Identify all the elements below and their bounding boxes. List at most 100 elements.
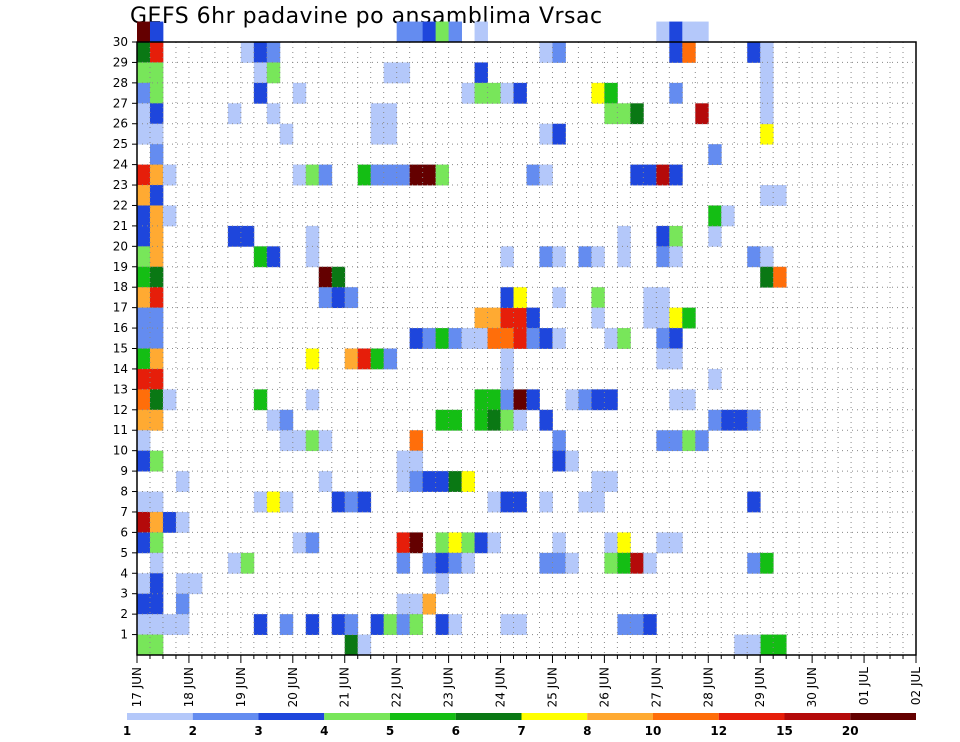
heatmap-cell (656, 328, 670, 349)
heatmap-cell (266, 409, 281, 431)
heatmap-cell (565, 389, 579, 411)
heatmap-cell (500, 614, 514, 635)
heatmap-cell (137, 62, 151, 84)
heatmap-cell (149, 307, 164, 329)
heatmap-cell (383, 123, 398, 145)
heatmap-cell (617, 614, 631, 635)
legend-swatch (718, 713, 785, 720)
heatmap-cell (669, 225, 683, 247)
heatmap-cell (344, 348, 359, 370)
heatmap-cell (149, 123, 164, 145)
y-tick-label: 6 (120, 525, 128, 539)
heatmap-cell (526, 389, 540, 411)
heatmap-cell (396, 450, 411, 472)
heatmap-cell (253, 389, 268, 411)
heatmap-cell (331, 491, 346, 513)
heatmap-cell (137, 328, 151, 349)
y-tick-label: 10 (113, 444, 128, 458)
y-tick-label: 7 (120, 505, 128, 519)
heatmap-cell (279, 123, 294, 145)
heatmap-cell (149, 328, 164, 349)
heatmap-cell (435, 164, 449, 186)
heatmap-cell (500, 287, 514, 309)
heatmap-cell (137, 450, 151, 472)
legend-label: 6 (452, 724, 460, 738)
legend-swatch (784, 713, 851, 720)
heatmap-cell (370, 103, 385, 125)
heatmap-cell (409, 328, 424, 349)
x-tick-label: 02 JUL (909, 667, 923, 705)
heatmap-cell (305, 389, 320, 411)
heatmap-cell (461, 328, 475, 349)
heatmap-cell (669, 246, 683, 268)
heatmap-cell (253, 491, 268, 513)
heatmap-cell (643, 164, 657, 186)
heatmap-cell (487, 491, 501, 513)
heatmap-cell (137, 164, 151, 186)
heatmap-cell (643, 307, 657, 329)
heatmap-cell (149, 185, 164, 206)
heatmap-cell (149, 389, 164, 411)
heatmap-cell (137, 185, 151, 206)
x-tick-label: 24 JUN (494, 667, 508, 707)
y-tick-label: 9 (120, 464, 128, 478)
heatmap-cell (149, 205, 164, 227)
heatmap-cell (682, 42, 696, 63)
heatmap-cell (137, 348, 151, 370)
heatmap-cell (552, 42, 566, 63)
heatmap-cell (630, 103, 644, 125)
heatmap-cell (630, 552, 644, 574)
y-tick-label: 18 (113, 280, 128, 294)
heatmap-cell (461, 552, 475, 574)
heatmap-cell (396, 552, 411, 574)
y-tick-label: 19 (113, 260, 128, 274)
heatmap-cell (591, 82, 605, 104)
heatmap-cell (669, 389, 683, 411)
heatmap-cell (669, 21, 683, 43)
heatmap-cell (240, 225, 255, 247)
heatmap-cell (539, 491, 553, 513)
heatmap-cell (137, 266, 151, 288)
heatmap-cell (253, 82, 268, 104)
heatmap-cell (669, 82, 683, 104)
heatmap-cell (137, 634, 151, 656)
heatmap-cell (773, 185, 787, 206)
heatmap-cell (591, 389, 605, 411)
heatmap-cell (448, 552, 462, 574)
heatmap-cell (682, 389, 696, 411)
heatmap-cell (409, 21, 424, 43)
heatmap-cell (760, 62, 774, 84)
heatmap-cell (695, 21, 709, 43)
heatmap-cell (266, 42, 281, 63)
heatmap-cell (318, 164, 333, 186)
heatmap-cell (149, 593, 164, 615)
heatmap-cell (474, 409, 488, 431)
heatmap-cell (137, 491, 151, 513)
x-tick-label: 19 JUN (234, 667, 248, 707)
heatmap-cell (331, 287, 346, 309)
heatmap-cell (266, 103, 281, 125)
heatmap-cell (708, 225, 722, 247)
heatmap-cell (137, 42, 151, 63)
heatmap-cell (149, 103, 164, 125)
heatmap-cell (461, 82, 475, 104)
heatmap-cell (279, 430, 294, 452)
y-tick-label: 30 (113, 35, 128, 49)
heatmap-cell (422, 328, 437, 349)
heatmap-cell (162, 205, 177, 227)
heatmap-cell (227, 225, 242, 247)
heatmap-cell (149, 62, 164, 84)
heatmap-cell (149, 450, 164, 472)
y-tick-label: 24 (113, 158, 128, 172)
heatmap-cell (448, 471, 462, 492)
heatmap-cell (409, 450, 424, 472)
heatmap-cell (253, 62, 268, 84)
heatmap-cell (617, 225, 631, 247)
legend-label: 10 (645, 724, 662, 738)
legend-swatch (390, 713, 456, 720)
heatmap-cell (604, 552, 618, 574)
heatmap-cell (409, 164, 424, 186)
heatmap-cell (656, 532, 670, 554)
heatmap-cell (240, 42, 255, 63)
heatmap-cell (318, 287, 333, 309)
